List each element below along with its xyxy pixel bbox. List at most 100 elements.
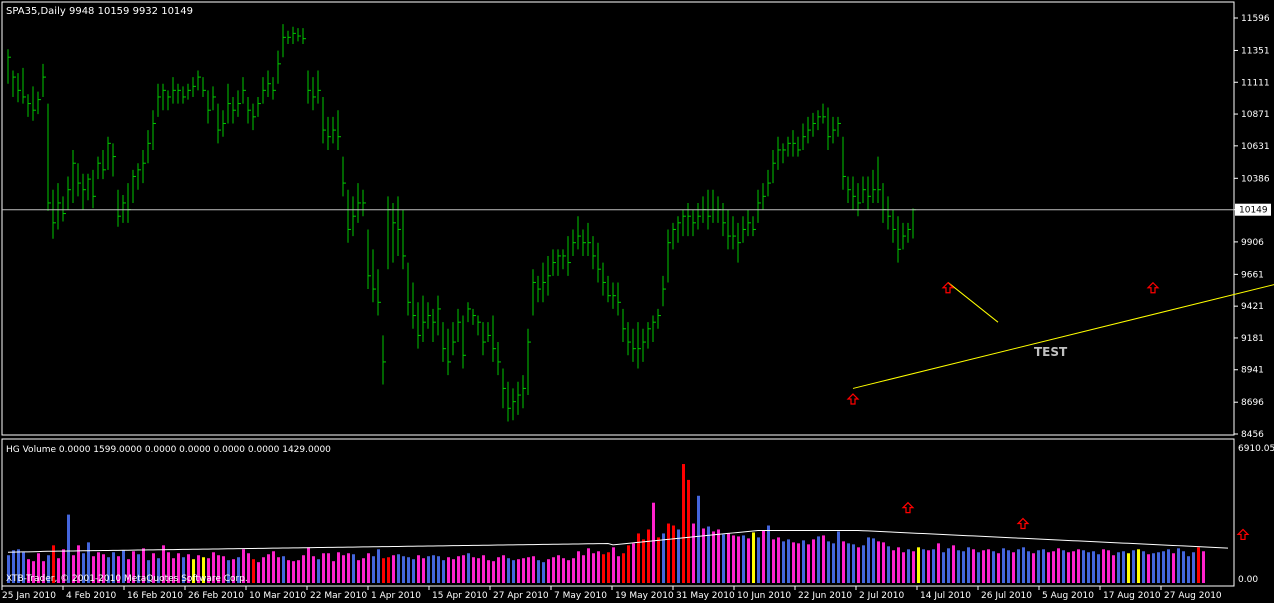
ohlc-bar [787,136,791,157]
ohlc-bar [862,176,866,203]
ohlc-bar [7,49,11,84]
time-tick-label: 19 May 2010 [615,591,674,601]
volume-bar [1167,549,1170,583]
volume-bar [647,529,650,583]
trendline[interactable] [947,282,999,323]
volume-bar [467,553,470,583]
current-price-label-bg [1235,203,1271,216]
ohlc-bar [272,77,276,100]
volume-bar [462,555,465,583]
price-tick: 10871 [1234,110,1270,120]
volume-bar [327,553,330,583]
ohlc-bar [277,50,281,84]
price-tick-label: 9661 [1241,270,1264,280]
volume-bar [1187,556,1190,583]
ohlc-bar [627,322,631,356]
ohlc-bar [102,149,106,180]
volume-bar [932,549,935,583]
ohlc-bar [502,368,506,409]
ohlc-bar [352,196,356,237]
ohlc-bar [52,189,56,239]
volume-bar [927,550,930,583]
ohlc-bar [427,302,431,329]
trendline[interactable] [852,282,1274,389]
test-annotation[interactable]: TEST [1034,345,1068,359]
volume-bar [1072,551,1075,583]
volume-bar [952,545,955,583]
volume-bar [47,555,50,583]
volume-up-arrow-icon [1016,517,1030,530]
ohlc-bar [322,96,326,144]
volume-bar [1112,555,1115,583]
price-panel[interactable]: TEST SPA35,Daily 9948 10159 9932 10149 1… [1,1,1274,440]
volume-bar [1087,552,1090,583]
ohlc-bar [62,196,66,222]
volume-bar [1027,551,1030,583]
price-tick-label: 11111 [1241,78,1270,88]
ohlc-bar [317,70,321,104]
ohlc-bar [402,209,406,270]
ohlc-bar [542,262,546,303]
volume-bar [1202,551,1205,583]
volume-bar [802,540,805,583]
volume-bar [777,537,780,583]
volume-bar [1182,551,1185,583]
volume-bar [532,556,535,583]
ohlc-bar [37,91,41,115]
volume-bar [792,542,795,583]
volume-bar [677,529,680,583]
volume-bar [1117,552,1120,583]
ohlc-bar [157,83,161,117]
price-arrows [846,281,1160,405]
volume-bar [1127,553,1130,583]
ohlc-bar [732,216,736,250]
volume-bar [447,557,450,583]
volume-panel[interactable]: HG Volume 0.0000 1599.0000 0.0000 0.0000… [1,438,1274,587]
trendlines[interactable] [852,282,1274,389]
volume-bar [452,559,455,583]
volume-bar [1042,549,1045,583]
ohlc-bar [372,249,376,303]
volume-bar [472,557,475,583]
ohlc-bar [247,96,251,124]
time-tick-label: 10 Mar 2010 [249,591,306,601]
ohlc-bar [77,163,81,197]
ohlc-bar [47,103,51,211]
ohlc-bar [767,169,771,197]
volume-bar [747,538,750,583]
time-tick-label: 4 Feb 2010 [66,591,117,601]
time-tick: 16 Feb 2010 [123,586,183,601]
volume-bar [602,554,605,583]
volume-bar [377,549,380,583]
volume-up-arrow-icon [901,501,915,514]
time-tick: 10 Mar 2010 [245,586,306,601]
price-tick: 9421 [1234,302,1264,312]
time-tick-label: 26 Feb 2010 [188,591,244,601]
ohlc-bar [622,308,626,343]
volume-bar [972,549,975,583]
time-tick: 26 Jul 2010 [977,586,1032,601]
volume-bar [947,548,950,583]
volume-bar [257,562,260,583]
ohlc-bar [327,116,331,150]
ohlc-bar [462,315,466,369]
ohlc-bar [797,136,801,157]
price-tick-label: 10871 [1241,110,1270,120]
ohlc-bar [497,342,501,376]
volume-bar [1132,550,1135,583]
ohlc-bar [547,255,551,296]
volume-bar [667,523,670,583]
time-tick-label: 1 Apr 2010 [371,591,421,601]
price-tick: 11111 [1234,78,1270,88]
ohlc-bar [412,282,416,329]
volume-bar [362,558,365,583]
ohlc-bar [117,189,121,227]
price-tick-label: 9906 [1241,238,1264,248]
volume-bar [762,530,765,583]
ohlc-bar [212,86,216,111]
time-tick-label: 16 Feb 2010 [127,591,183,601]
volume-bar [1197,547,1200,583]
volume-bar [662,533,665,583]
volume-bar [282,556,285,583]
